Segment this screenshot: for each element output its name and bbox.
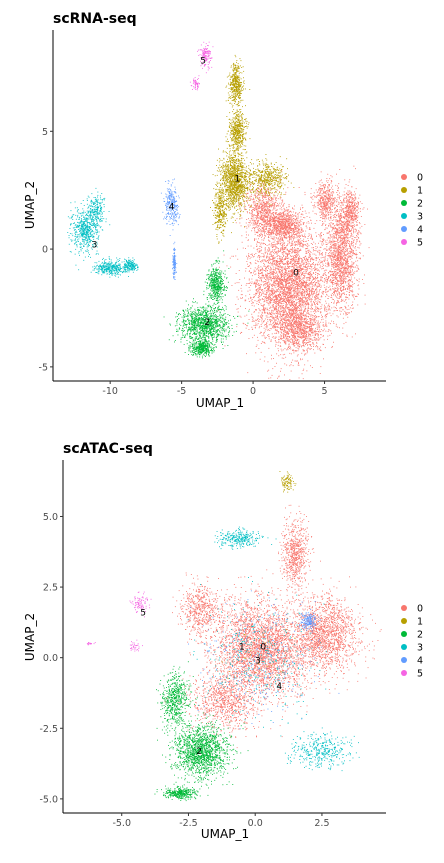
legend-label-3: 3 <box>417 643 423 654</box>
y-axis-title: UMAP_2 <box>23 613 37 661</box>
x-tick-label: -5.0 <box>112 818 131 829</box>
chart-title: scRNA-seq <box>53 11 137 27</box>
y-tick-label: -5.0 <box>39 794 58 805</box>
legend-key-0 <box>401 174 407 180</box>
y-tick-label: 0.0 <box>43 653 58 664</box>
cluster-labels: 0 1 2 3 4 5 <box>140 608 282 756</box>
legend-label-1: 1 <box>417 617 423 628</box>
legend-key-1 <box>401 618 407 624</box>
point-layer <box>67 41 370 380</box>
x-ticks: -10 -5 0 5 <box>102 381 328 397</box>
legend: 0 1 2 3 4 5 <box>401 173 423 249</box>
legend-label-0: 0 <box>417 173 423 184</box>
x-tick-label: 0.0 <box>248 818 263 829</box>
x-ticks: -5.0 -2.5 0.0 2.5 <box>112 813 329 829</box>
legend-key-3 <box>401 644 407 650</box>
point-layer <box>86 471 382 802</box>
legend-label-1: 1 <box>417 186 423 197</box>
legend-label-0: 0 <box>417 604 423 615</box>
series-2-points <box>163 250 250 359</box>
legend-label-5: 5 <box>417 238 423 249</box>
legend-key-1 <box>401 187 407 193</box>
cluster-label-3: 3 <box>92 240 98 250</box>
y-ticks: -5.0 -2.5 0.0 2.5 5.0 <box>39 512 63 805</box>
y-tick-label: 5.0 <box>43 512 58 523</box>
x-axis-title: UMAP_1 <box>196 396 244 410</box>
legend-label-4: 4 <box>417 225 423 236</box>
x-tick-label: 2.5 <box>314 818 329 829</box>
cluster-label-5: 5 <box>140 608 146 618</box>
legend-label-3: 3 <box>417 212 423 223</box>
series-5-points <box>189 41 214 91</box>
chart-scatac: scATAC-seq 0 1 2 3 4 5 -5.0 -2.5 0.0 2.5 -5.0 -2.… <box>23 441 423 841</box>
legend-label-5: 5 <box>417 669 423 680</box>
legend-key-2 <box>401 631 407 637</box>
legend-key-0 <box>401 605 407 611</box>
series-3-points <box>67 187 139 278</box>
legend: 0 1 2 3 4 5 <box>401 604 423 680</box>
cluster-label-4: 4 <box>169 203 175 213</box>
legend-key-4 <box>401 226 407 232</box>
y-tick-label: 2.5 <box>43 583 58 594</box>
x-tick-label: -5 <box>177 386 186 397</box>
cluster-label-1: 1 <box>239 642 245 652</box>
series-2-points <box>154 661 249 802</box>
legend-key-2 <box>401 200 407 206</box>
legend-key-5 <box>401 239 407 245</box>
legend-label-2: 2 <box>417 199 423 210</box>
legend-key-4 <box>401 657 407 663</box>
y-tick-label: 0 <box>42 245 48 256</box>
y-tick-label: -2.5 <box>39 724 58 735</box>
cluster-label-1: 1 <box>234 174 240 184</box>
series-4-points <box>160 178 181 280</box>
series-0-points <box>164 504 382 749</box>
cluster-label-2: 2 <box>196 747 202 757</box>
series-1-points <box>221 471 297 692</box>
y-axis-title: UMAP_2 <box>23 181 37 229</box>
x-tick-label: 0 <box>250 386 256 397</box>
legend-label-2: 2 <box>417 630 423 641</box>
cluster-label-5: 5 <box>200 57 206 67</box>
cluster-label-4: 4 <box>276 682 282 692</box>
series-3-points <box>187 526 360 772</box>
x-tick-label: -10 <box>102 386 118 397</box>
y-ticks: -5 0 5 <box>39 127 53 373</box>
x-axis-title: UMAP_1 <box>201 827 249 841</box>
y-tick-label: 5 <box>42 127 48 138</box>
legend-key-5 <box>401 670 407 676</box>
chart-scrna: scRNA-seq 0 1 2 3 4 5 -10 -5 0 5 -5 0 5 UMAP_1 UMA… <box>23 11 423 410</box>
legend-key-3 <box>401 213 407 219</box>
series-5-points <box>86 591 152 652</box>
cluster-label-3: 3 <box>255 657 261 667</box>
cluster-label-2: 2 <box>204 318 210 328</box>
cluster-label-0: 0 <box>293 269 299 279</box>
cluster-labels: 0 1 2 3 4 5 <box>92 57 300 328</box>
chart-title: scATAC-seq <box>63 441 153 457</box>
series-1-points <box>210 54 295 244</box>
legend-label-4: 4 <box>417 656 423 667</box>
cluster-label-0: 0 <box>260 642 266 652</box>
x-tick-label: 5 <box>322 386 328 397</box>
x-tick-label: -2.5 <box>179 818 198 829</box>
series-0-points <box>217 165 370 380</box>
series-4-points <box>188 590 340 729</box>
y-tick-label: -5 <box>39 362 48 373</box>
